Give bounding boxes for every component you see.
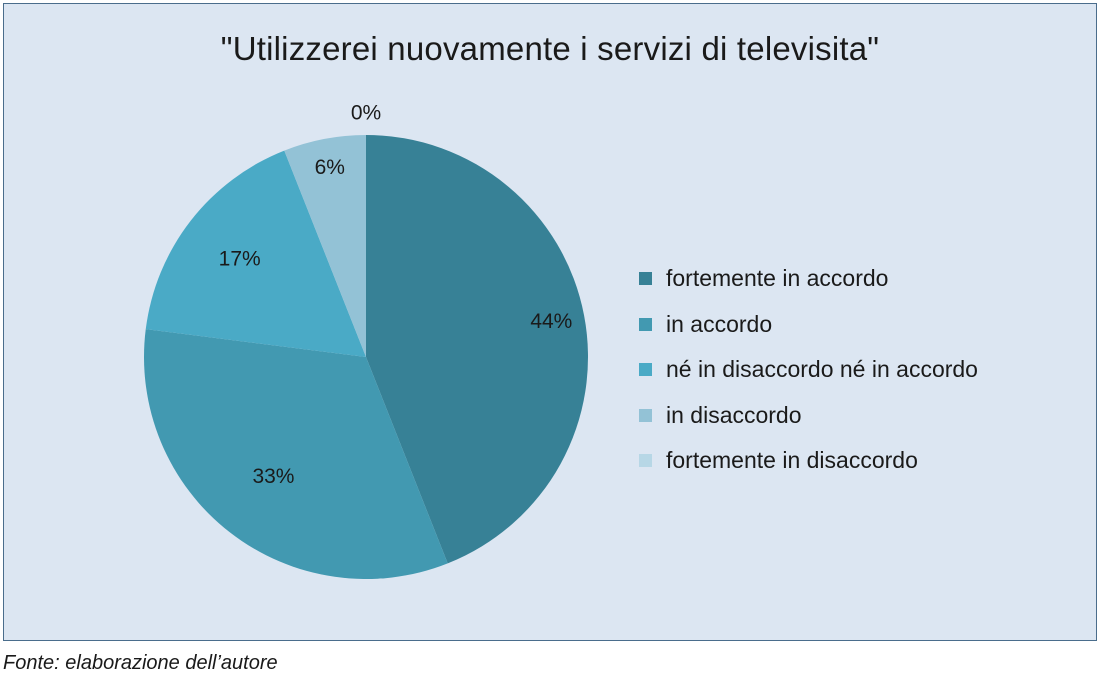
legend-item: né in disaccordo né in accordo (639, 347, 978, 393)
slice-label-3: 17% (219, 248, 261, 271)
pie-slice-4 (284, 135, 366, 357)
legend-swatch (639, 408, 652, 422)
legend-swatch (639, 317, 652, 331)
slice-label-1: 44% (530, 310, 572, 333)
legend-label: fortemente in disaccordo (666, 447, 918, 474)
chart-area: "Utilizzerei nuovamente i servizi di tel… (3, 3, 1097, 641)
pie-slice-1 (366, 135, 589, 564)
legend-swatch (639, 454, 652, 468)
source-note: Fonte: elaborazione dell’autore (3, 652, 278, 674)
legend-label: in disaccordo (666, 401, 802, 428)
legend-item: in disaccordo (639, 393, 978, 439)
slice-label-5: 0% (351, 101, 381, 124)
pie-slice-3 (145, 150, 366, 357)
legend-label: né in disaccordo né in accordo (666, 356, 978, 383)
slice-label-4: 6% (315, 156, 345, 179)
pie-chart: 44% 33% 17% 6% 0% (144, 101, 589, 579)
slice-label-2: 33% (252, 465, 294, 488)
legend-swatch (639, 363, 652, 377)
pie-slice-2 (144, 329, 448, 579)
chart-title: "Utilizzerei nuovamente i servizi di tel… (220, 30, 880, 67)
legend-item: fortemente in disaccordo (639, 438, 978, 484)
legend-item: fortemente in accordo (639, 256, 978, 302)
legend-label: in accordo (666, 310, 773, 337)
legend: fortemente in accordo in accordo né in dis… (639, 256, 978, 484)
legend-label: fortemente in accordo (666, 265, 889, 292)
legend-swatch (639, 272, 652, 286)
legend-item: in accordo (639, 302, 978, 348)
